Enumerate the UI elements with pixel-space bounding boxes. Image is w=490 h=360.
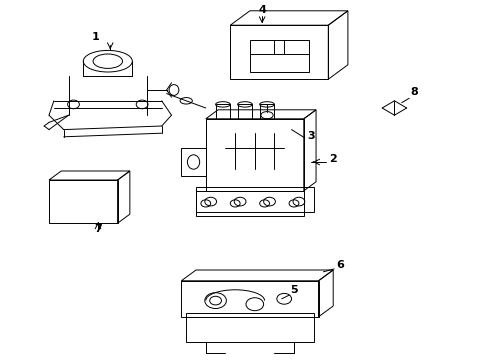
Text: 4: 4	[258, 5, 266, 15]
Bar	[216, 104, 230, 119]
Text: 6: 6	[337, 260, 344, 270]
Bar	[196, 191, 304, 216]
Bar	[181, 281, 318, 317]
Bar	[196, 187, 314, 212]
Bar	[186, 313, 314, 342]
Bar	[230, 25, 328, 79]
Bar	[250, 40, 309, 72]
Bar	[181, 148, 206, 176]
Bar	[206, 119, 304, 191]
Text: 5: 5	[290, 285, 298, 296]
Text: 8: 8	[410, 87, 418, 98]
Bar	[260, 104, 274, 119]
Text: 2: 2	[329, 154, 337, 164]
Text: 7: 7	[94, 224, 102, 234]
Text: 3: 3	[307, 131, 315, 141]
Text: 1: 1	[92, 32, 99, 42]
Bar	[238, 104, 252, 119]
Bar	[49, 180, 118, 223]
